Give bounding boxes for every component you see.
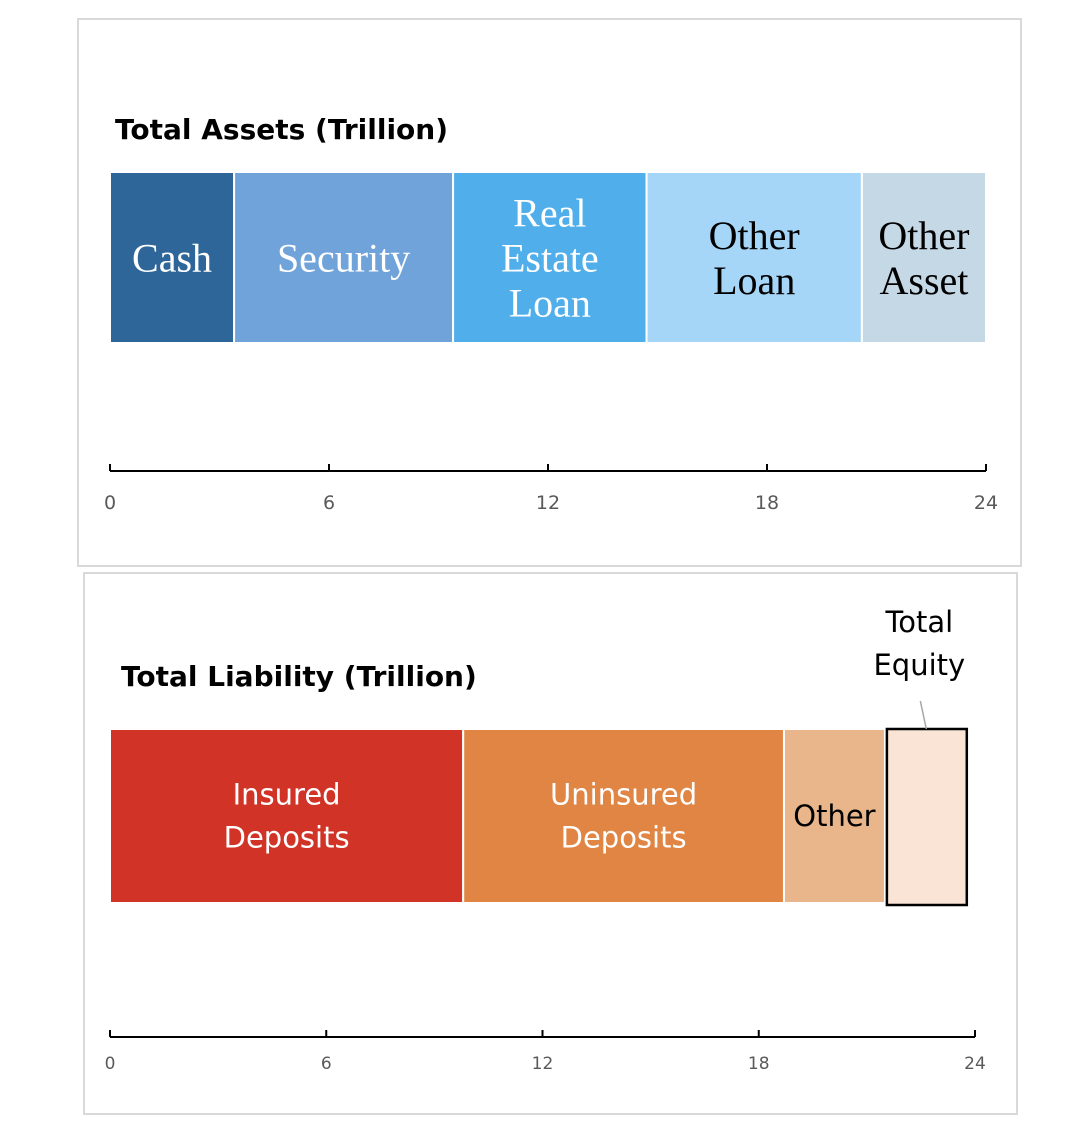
liability-callout-leader — [919, 700, 928, 730]
liability-label-insured-deposits: Insured Deposits — [224, 778, 350, 855]
assets-label-other-loan: Other Loan — [709, 213, 800, 303]
assets-x-tick-label: 24 — [974, 492, 998, 514]
liability-x-tick-label: 6 — [321, 1054, 332, 1074]
assets-label-cash: Cash — [132, 236, 212, 281]
liability-label-uninsured-deposits: Uninsured Deposits — [550, 778, 697, 855]
liability-bar-uninsured-deposits — [462, 728, 785, 904]
assets-x-tick-label: 18 — [755, 492, 779, 514]
liability-bar-other — [782, 728, 886, 904]
assets-chart-title: Total Assets (Trillion) — [115, 113, 449, 146]
assets-x-tick-label: 6 — [323, 492, 335, 514]
liability-bar-total-equity — [885, 727, 969, 907]
assets-x-tick-label: 12 — [536, 492, 560, 514]
liability-x-tick-label: 18 — [748, 1054, 770, 1074]
liability-label-total-equity: Total Equity — [873, 605, 965, 682]
assets-bar-security — [233, 171, 455, 344]
liability-x-tick-label: 0 — [105, 1054, 116, 1074]
assets-bar-other-loan — [645, 171, 863, 344]
assets-label-other-asset: Other Asset — [878, 213, 969, 303]
assets-label-real-estate-loan: Real Estate Loan — [501, 191, 599, 326]
assets-bar-real-estate-loan — [452, 171, 648, 344]
liability-label-other: Other — [793, 799, 875, 833]
liability-x-tick-label: 24 — [964, 1054, 986, 1074]
assets-x-tick-label: 0 — [104, 492, 116, 514]
liability-bar-insured-deposits — [109, 728, 465, 904]
liability-chart-title: Total Liability (Trillion) — [121, 660, 477, 693]
assets-bar-other-asset — [860, 171, 988, 344]
liability-x-tick-label: 12 — [532, 1054, 554, 1074]
assets-label-security: Security — [277, 236, 410, 281]
